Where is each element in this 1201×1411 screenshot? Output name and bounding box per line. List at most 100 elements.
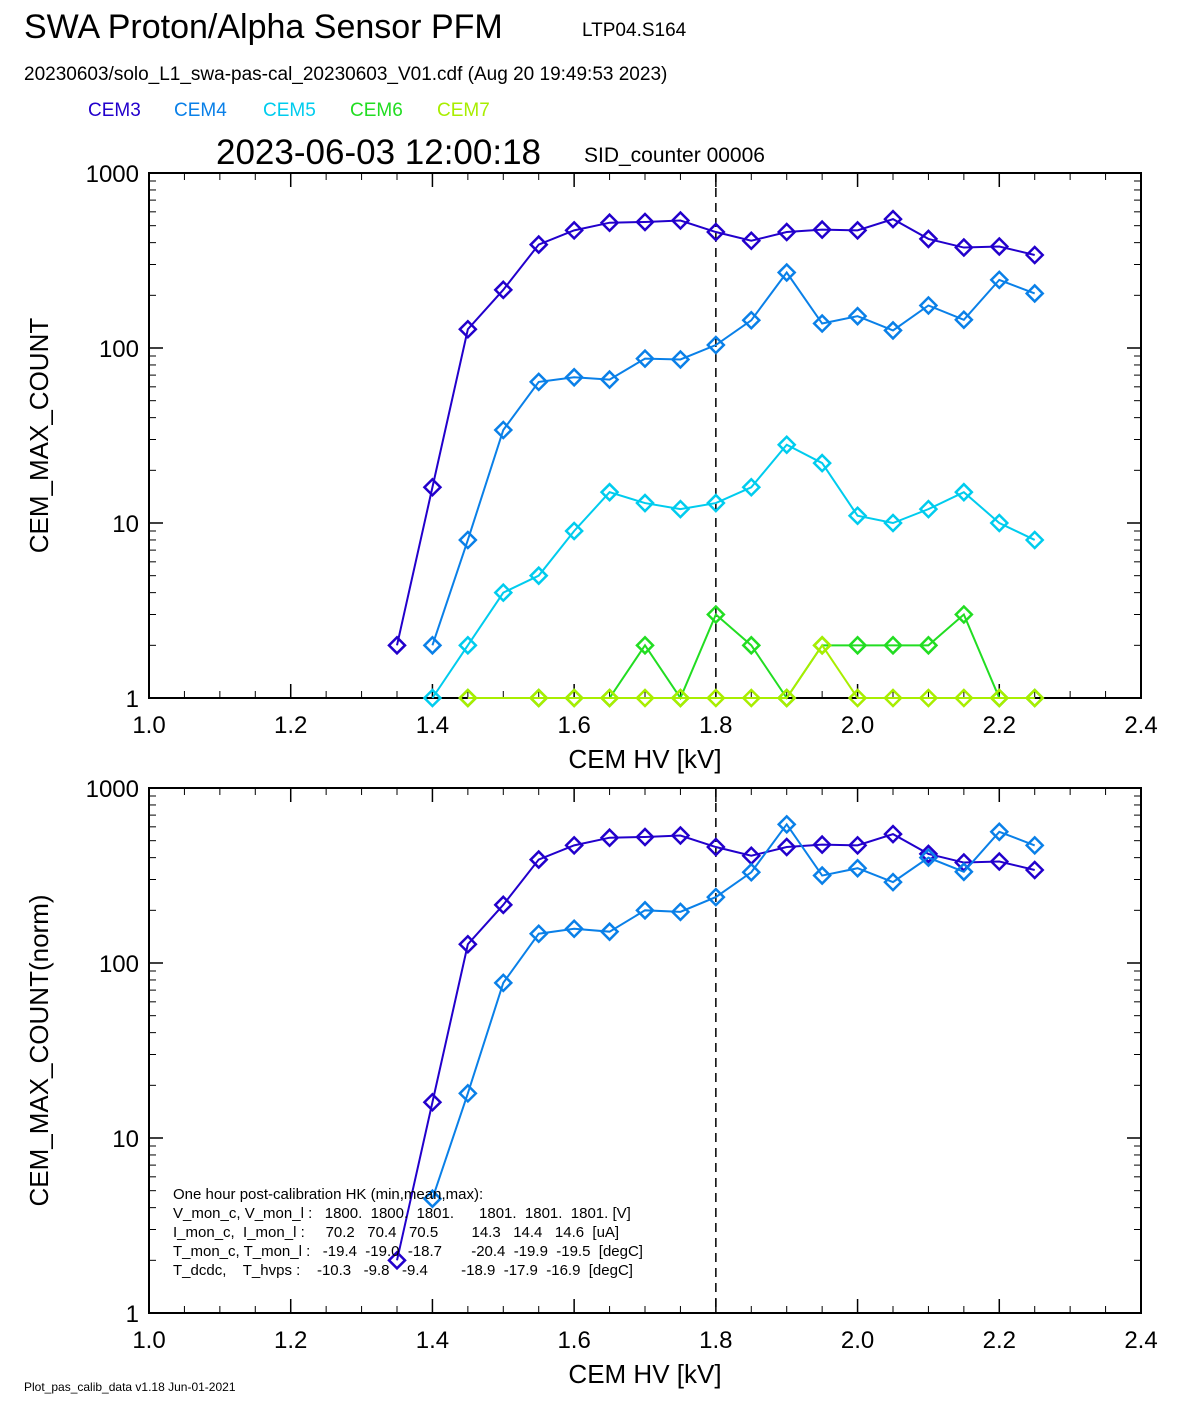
data-point (883, 872, 903, 892)
file-info: 20230603/solo_L1_swa-pas-cal_20230603_V0… (24, 64, 668, 85)
data-point (458, 319, 478, 340)
y-tick-label: 10 (112, 511, 139, 538)
hk-line: T_mon_c, T_mon_l : -19.4 -19.0 -18.7 -20… (173, 1243, 643, 1260)
series-line (396, 218, 1035, 646)
data-point (635, 827, 655, 847)
data-point (564, 835, 584, 856)
data-point (847, 306, 868, 326)
data-point (989, 822, 1010, 842)
data-point (458, 934, 478, 955)
data-point (706, 222, 726, 242)
data-point (741, 862, 762, 883)
data-point (883, 513, 903, 533)
data-point (635, 635, 655, 656)
page-title: SWA Proton/Alpha Sensor PFM (24, 8, 503, 46)
y-tick-label: 1 (126, 1301, 139, 1328)
series-cem5 (422, 434, 1045, 708)
data-point (918, 295, 939, 316)
data-point (954, 688, 974, 708)
data-point (599, 827, 620, 848)
data-point (458, 530, 478, 550)
chart-panel-1: 1.0 1.2 1.4 1.6 1.8 2.0 2.2 2.4 1 10 100 1000 CEM HV… (24, 161, 1158, 774)
data-point (528, 565, 549, 586)
legend-item-cem3: CEM3 (88, 100, 141, 121)
data-point (954, 604, 974, 625)
data-point (564, 521, 584, 541)
x-tick-label: 1.2 (274, 1327, 307, 1354)
series-cem3 (387, 824, 1045, 1271)
x-tick-label: 2.2 (983, 712, 1016, 739)
data-point (918, 635, 939, 656)
series-line (467, 612, 1035, 701)
data-point (1024, 688, 1045, 708)
data-point (458, 688, 478, 708)
x-tick-label: 1.4 (416, 1327, 449, 1354)
data-point (670, 499, 691, 519)
x-tick-label: 2.0 (841, 1327, 874, 1354)
data-point (564, 688, 584, 708)
data-point (635, 212, 655, 232)
x-tick-label: 2.2 (983, 1327, 1016, 1354)
x-tick-label: 1.6 (557, 712, 590, 739)
data-point (706, 887, 726, 907)
data-point (493, 973, 514, 993)
series-cem4 (422, 262, 1045, 656)
series-line (396, 833, 1035, 1261)
data-point (422, 1188, 443, 1209)
data-point (776, 688, 797, 708)
legend-item-cem6: CEM6 (350, 100, 403, 121)
data-point (387, 635, 407, 656)
data-point (706, 335, 726, 355)
data-point (812, 865, 832, 886)
x-tick-label: 1.8 (699, 1327, 732, 1354)
data-point (954, 482, 974, 502)
data-point (847, 220, 868, 241)
data-point (670, 210, 691, 231)
y-axis-title: CEM_MAX_COUNT(norm) (24, 894, 54, 1206)
data-point (989, 236, 1010, 257)
series-line (431, 443, 1036, 699)
y-tick-label: 1 (126, 686, 139, 713)
data-point (599, 688, 620, 708)
legend-item-cem4: CEM4 (174, 100, 227, 121)
data-point (812, 219, 832, 240)
data-point (387, 1250, 407, 1271)
data-point (918, 847, 939, 868)
data-point (422, 1092, 443, 1113)
legend-item-cem5: CEM5 (263, 100, 316, 121)
hk-annotation: One hour post-calibration HK (min,mean,m… (173, 1186, 643, 1279)
footer-version: Plot_pas_calib_data v1.18 Jun-01-2021 (24, 1380, 236, 1394)
data-point (564, 220, 584, 241)
data-point (741, 310, 762, 331)
data-point (883, 688, 903, 708)
data-point (741, 635, 762, 656)
x-tick-label: 1.2 (274, 712, 307, 739)
y-tick-label: 100 (99, 951, 139, 978)
data-point (706, 493, 726, 513)
data-point (776, 262, 797, 283)
data-point (954, 309, 974, 330)
x-tick-label: 2.0 (841, 712, 874, 739)
data-point (493, 420, 514, 440)
data-point (847, 835, 868, 856)
data-point (776, 814, 797, 835)
timestamp: 2023-06-03 12:00:18 (216, 133, 541, 172)
y-tick-label: 1000 (86, 161, 139, 188)
x-tick-label: 1.0 (132, 1327, 165, 1354)
data-point (847, 858, 868, 878)
data-point (528, 688, 549, 708)
data-point (564, 367, 584, 388)
page-subtitle: LTP04.S164 (582, 20, 687, 41)
series-cem7 (458, 635, 1045, 708)
data-point (458, 635, 478, 656)
data-point (741, 688, 762, 708)
data-point (422, 477, 443, 498)
data-point (989, 513, 1010, 533)
data-point (883, 635, 903, 656)
data-point (670, 688, 691, 708)
data-point (706, 604, 726, 625)
data-point (599, 369, 620, 390)
data-point (776, 434, 797, 455)
x-tick-label: 1.6 (557, 1327, 590, 1354)
